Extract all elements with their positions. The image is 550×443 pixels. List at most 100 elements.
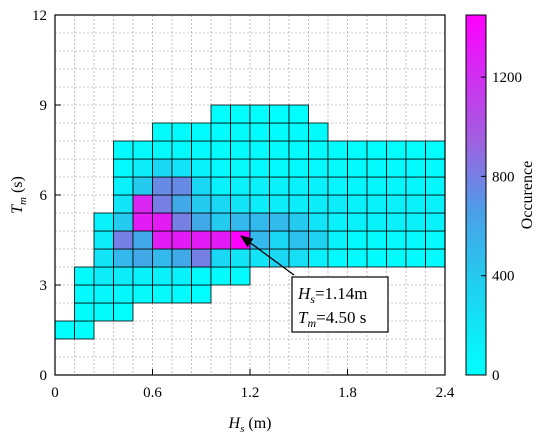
heatmap-cell bbox=[288, 176, 309, 196]
heatmap-cell bbox=[327, 140, 348, 160]
heatmap-cell bbox=[152, 266, 173, 286]
y-axis-label-unit: (s) bbox=[9, 176, 26, 197]
heatmap-cell bbox=[210, 140, 231, 160]
heatmap-cell bbox=[425, 140, 446, 160]
heatmap-cell bbox=[171, 194, 192, 214]
heatmap-cell bbox=[269, 230, 290, 250]
x-tick-label: 1.2 bbox=[241, 385, 260, 401]
y-axis-label: Tm (s) bbox=[9, 176, 29, 214]
heatmap-cell bbox=[269, 104, 290, 124]
annotation-line-1-base: H bbox=[297, 284, 312, 303]
heatmap-cell bbox=[113, 158, 134, 178]
heatmap-cell bbox=[191, 266, 212, 286]
heatmap-cell bbox=[249, 248, 270, 268]
heatmap-cell bbox=[132, 230, 153, 250]
heatmap-cell bbox=[405, 230, 426, 250]
heatmap-cell bbox=[269, 194, 290, 214]
y-tick-label: 3 bbox=[40, 278, 48, 294]
heatmap-cell bbox=[113, 248, 134, 268]
heatmap-cell bbox=[288, 194, 309, 214]
annotation-line-2-sub: m bbox=[307, 316, 316, 330]
annotation-line-2-value: =4.50 s bbox=[316, 308, 366, 327]
x-axis-label-base: H bbox=[228, 415, 242, 432]
heatmap-cell bbox=[210, 176, 231, 196]
heatmap-cell bbox=[113, 176, 134, 196]
heatmap-cell bbox=[366, 248, 387, 268]
heatmap-cell bbox=[249, 176, 270, 196]
heatmap-cell bbox=[230, 248, 251, 268]
heatmap-cell bbox=[366, 176, 387, 196]
heatmap-cell bbox=[74, 320, 95, 340]
heatmap-cell bbox=[132, 140, 153, 160]
heatmap-cell bbox=[308, 122, 329, 142]
heatmap-cell bbox=[386, 176, 407, 196]
heatmap-cell bbox=[191, 284, 212, 304]
heatmap-cell bbox=[308, 248, 329, 268]
heatmap-cell bbox=[405, 248, 426, 268]
heatmap-cell bbox=[210, 158, 231, 178]
heatmap-cell bbox=[347, 212, 368, 232]
y-tick-label: 0 bbox=[40, 368, 48, 384]
heatmap-cell bbox=[210, 230, 231, 250]
heatmap-cell bbox=[113, 266, 134, 286]
heatmap-cell bbox=[425, 248, 446, 268]
heatmap-cell bbox=[113, 284, 134, 304]
heatmap-cell bbox=[230, 104, 251, 124]
heatmap-cell bbox=[405, 140, 426, 160]
heatmap-cell bbox=[93, 284, 114, 304]
heatmap-cell bbox=[171, 230, 192, 250]
heatmap-cell bbox=[230, 140, 251, 160]
heatmap-cell bbox=[152, 194, 173, 214]
heatmap-cell bbox=[327, 176, 348, 196]
heatmap-cell bbox=[347, 176, 368, 196]
heatmap-cell bbox=[171, 140, 192, 160]
axis-ticks: 0 0.6 1.2 1.8 2.4 0 3 6 9 12 bbox=[32, 8, 455, 401]
heatmap-cell bbox=[405, 212, 426, 232]
heatmap-cell bbox=[191, 212, 212, 232]
heatmap-cell bbox=[191, 176, 212, 196]
heatmap-cell bbox=[210, 122, 231, 142]
heatmap-cell bbox=[386, 158, 407, 178]
heatmap-cell bbox=[113, 230, 134, 250]
heatmap-cell bbox=[269, 122, 290, 142]
colorbar-tick-label: 800 bbox=[492, 169, 515, 185]
heatmap-cell bbox=[93, 302, 114, 322]
heatmap-cell bbox=[93, 266, 114, 286]
heatmap-cell bbox=[366, 230, 387, 250]
heatmap-cell bbox=[191, 158, 212, 178]
heatmap-cell bbox=[191, 140, 212, 160]
heatmap-cell bbox=[288, 248, 309, 268]
colorbar-tick-label: 1200 bbox=[492, 70, 522, 86]
heatmap-cell bbox=[132, 266, 153, 286]
annotation-box bbox=[291, 276, 389, 333]
x-axis-label-sub: s bbox=[240, 423, 244, 435]
heatmap-cell bbox=[152, 284, 173, 304]
heatmap-cell bbox=[308, 140, 329, 160]
heatmap-cell bbox=[152, 158, 173, 178]
heatmap-cell bbox=[288, 230, 309, 250]
heatmap-cell bbox=[386, 194, 407, 214]
heatmap-cell bbox=[288, 104, 309, 124]
heatmap-cell bbox=[425, 230, 446, 250]
heatmap-cell bbox=[386, 140, 407, 160]
heatmap-cell bbox=[288, 158, 309, 178]
heatmap-cell bbox=[405, 158, 426, 178]
colorbar-tick-label: 400 bbox=[492, 269, 515, 285]
heatmap-cell bbox=[425, 176, 446, 196]
heatmap-cell bbox=[366, 212, 387, 232]
heatmap-cell bbox=[347, 248, 368, 268]
heatmap-cell bbox=[152, 212, 173, 232]
heatmap-cell bbox=[249, 158, 270, 178]
annotation-line-2: Tm=4.50 s bbox=[298, 308, 366, 330]
x-tick-label: 1.8 bbox=[338, 385, 357, 401]
y-axis-label-base: T bbox=[9, 204, 26, 214]
heatmap-cell bbox=[425, 212, 446, 232]
y-axis-label-sub: m bbox=[17, 197, 29, 205]
heatmap-cell bbox=[386, 248, 407, 268]
annotation-line-2-base: T bbox=[298, 308, 309, 327]
heatmap-cell bbox=[366, 194, 387, 214]
x-tick-label: 0 bbox=[51, 385, 59, 401]
heatmap-cell bbox=[230, 158, 251, 178]
heatmap-cell bbox=[191, 122, 212, 142]
